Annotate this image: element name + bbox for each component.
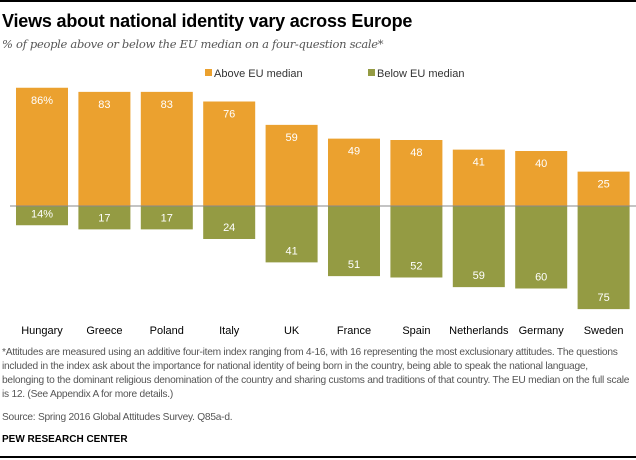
data-label-below: 17 (98, 212, 110, 224)
data-label-above: 83 (161, 99, 173, 111)
data-label-below: 52 (410, 261, 422, 273)
bar-above (515, 151, 568, 206)
data-label-below: 59 (473, 270, 485, 282)
bar-above (328, 138, 380, 206)
data-label-above: 76 (223, 109, 235, 121)
bar-below (452, 206, 505, 288)
bottom-rule (0, 456, 636, 458)
legend-label: Below EU median (377, 68, 464, 80)
bar-above (265, 124, 318, 206)
bar-below (390, 206, 443, 278)
category-label: Netherlands (449, 325, 509, 337)
bar-below (203, 206, 256, 239)
data-label-above: 40 (535, 158, 547, 170)
data-label-below: 60 (535, 272, 547, 284)
legend-swatch (368, 69, 375, 76)
bar-above (390, 140, 443, 206)
top-rule (0, 0, 636, 2)
data-label-below: 17 (161, 212, 173, 224)
chart-title: Views about national identity vary acros… (2, 11, 413, 31)
bar-below (515, 206, 568, 289)
bar-below (265, 206, 318, 263)
category-label: Spain (402, 325, 430, 337)
data-label-above: 41 (473, 157, 485, 169)
data-label-above: 59 (285, 132, 297, 144)
data-label-above: 25 (597, 179, 609, 191)
legend-label: Above EU median (214, 68, 303, 80)
category-label: Poland (150, 325, 184, 337)
bar-above (78, 91, 131, 206)
brand-label: PEW RESEARCH CENTER (2, 434, 128, 445)
data-label-above: 83 (98, 99, 110, 111)
bar-above (203, 101, 256, 206)
category-label: UK (284, 325, 300, 337)
data-label-above: 48 (410, 147, 422, 159)
category-label: Italy (219, 325, 240, 337)
category-label: Germany (519, 325, 565, 337)
legend-swatch (205, 69, 212, 76)
bar-below (140, 206, 193, 230)
category-label: Hungary (21, 325, 63, 337)
data-label-below: 14% (31, 208, 53, 220)
data-label-above: 86% (31, 95, 53, 107)
bar-below (577, 206, 630, 310)
bar-above (16, 87, 68, 206)
bar-below (16, 206, 68, 226)
chart-subtitle: % of people above or below the EU median… (2, 37, 384, 51)
data-label-below: 41 (285, 245, 297, 257)
bar-above (452, 149, 505, 206)
bar-below (328, 206, 380, 277)
bar-above (140, 91, 193, 206)
data-label-below: 24 (223, 222, 235, 234)
footnote: *Attitudes are measured using an additiv… (2, 347, 630, 400)
data-label-above: 49 (348, 146, 360, 158)
bar-chart: Above EU median Below EU median 86% 14% Hung… (10, 68, 636, 337)
data-label-below: 75 (597, 292, 609, 304)
data-label-below: 51 (348, 259, 360, 271)
bar-below (78, 206, 131, 230)
source-note: Source: Spring 2016 Global Attitudes Sur… (2, 412, 233, 423)
category-label: France (337, 325, 371, 337)
category-label: Greece (86, 325, 122, 337)
bar-above (577, 171, 630, 206)
category-label: Sweden (584, 325, 624, 337)
